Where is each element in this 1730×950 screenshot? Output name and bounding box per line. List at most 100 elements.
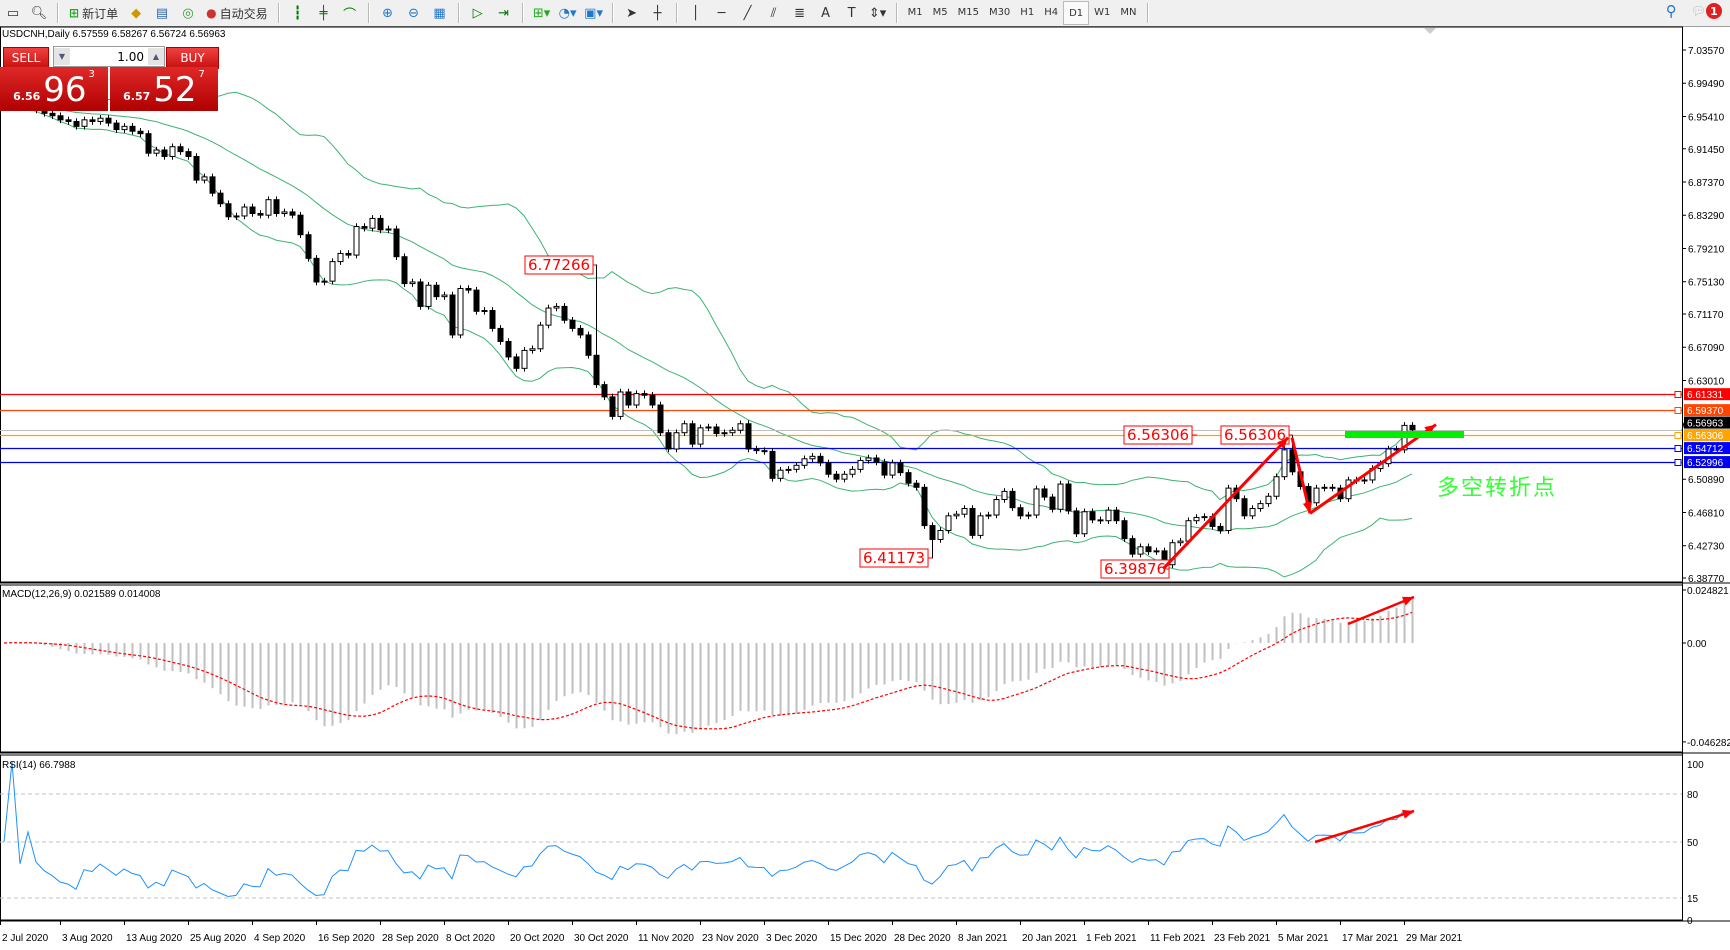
notifications-button[interactable]: 💬︎ 1 — [1691, 3, 1722, 19]
candle — [1169, 539, 1176, 568]
line-chart-icon[interactable]: ⌒ — [343, 7, 357, 23]
zoom-window-icon[interactable]: 🔍︎ — [30, 5, 48, 21]
timeframe-w1[interactable]: W1 — [1094, 6, 1111, 18]
bar-chart-icon[interactable]: ┇ — [293, 5, 302, 21]
lot-size-stepper[interactable]: ▼ 1.00 ▲ — [53, 46, 165, 67]
downtrend-arrow-head — [1302, 501, 1312, 514]
new-order-button[interactable]: ⊞ 新订单 — [66, 2, 121, 24]
candle-body — [673, 432, 680, 450]
candle-body — [705, 426, 712, 429]
lot-size-input[interactable]: 1.00 — [117, 49, 144, 64]
candle-body — [353, 226, 360, 256]
candle-body — [873, 457, 880, 463]
channel-icon[interactable]: ⫽ — [770, 5, 777, 21]
cursor-icon[interactable]: ➤ — [626, 5, 638, 21]
candle-body — [1241, 498, 1248, 517]
toolbar-separator — [277, 3, 280, 23]
candle — [625, 388, 632, 409]
indicators-icon[interactable]: ⊞▾ — [532, 5, 551, 21]
navigator-icon[interactable]: ▤ — [155, 5, 169, 21]
candle-body — [1001, 490, 1008, 501]
sell-price-button[interactable]: 6.56 96 3 — [0, 67, 108, 111]
periodicity-icon[interactable]: ◔▾ — [558, 5, 577, 21]
candle-body — [769, 450, 776, 479]
candle-body — [497, 327, 504, 342]
uptrend-arrow-head — [1276, 437, 1288, 449]
candle — [985, 511, 992, 520]
candle-body — [329, 261, 336, 282]
toolbar-separator — [367, 3, 370, 23]
candle-body — [993, 499, 1000, 516]
candle-body — [81, 119, 88, 127]
candle — [201, 173, 208, 184]
timeframe-m15[interactable]: M15 — [957, 6, 979, 18]
auto-trading-button[interactable]: ● 自动交易 — [203, 2, 271, 24]
candle — [921, 484, 928, 529]
date-tick-label: 3 Dec 2020 — [766, 933, 818, 944]
timeframe-h1[interactable]: H1 — [1020, 6, 1035, 18]
new-chart-icon[interactable]: ▭ — [6, 5, 20, 21]
tile-windows-icon[interactable]: ▦ — [433, 5, 446, 21]
candle — [209, 173, 216, 197]
candle — [1321, 484, 1328, 492]
level-line-handle — [1674, 459, 1682, 466]
new-order-label: 新订单 — [82, 6, 119, 21]
timeframe-mn[interactable]: MN — [1120, 6, 1137, 18]
auto-scroll-icon[interactable]: ▷ — [472, 5, 483, 21]
candle-body — [417, 281, 424, 307]
candlestick-icon[interactable]: ╪ — [319, 5, 328, 21]
candle-body — [321, 280, 328, 283]
timeframe-d1[interactable]: D1 — [1063, 1, 1090, 25]
lot-decrease-icon[interactable]: ▼ — [54, 48, 70, 65]
trendline-icon[interactable]: ╱ — [743, 5, 752, 21]
sell-button[interactable]: SELL — [3, 47, 49, 69]
buy-price-button[interactable]: 6.57 52 7 — [110, 67, 218, 111]
vertical-line-icon[interactable]: │ — [691, 5, 700, 21]
candle — [57, 112, 64, 124]
date-tick-label: 5 Mar 2021 — [1278, 933, 1329, 944]
timeframe-m30[interactable]: M30 — [988, 6, 1011, 18]
candle-body — [89, 119, 96, 122]
candle — [1153, 547, 1160, 555]
crosshair-icon[interactable]: ┼ — [653, 5, 662, 21]
zoom-out-icon[interactable]: ⊖ — [408, 5, 420, 21]
search-icon[interactable]: ⚲ — [1665, 2, 1677, 20]
lot-increase-icon[interactable]: ▲ — [148, 48, 164, 65]
date-tick-label: 1 Feb 2021 — [1086, 933, 1137, 944]
toolbar: ▭ 🔍︎ ⊞ 新订单 ◆ ▤ ◎ ● 自动交易 ┇ ╪ ⌒ ⊕ ⊖ ▦ ▷ ⇥ ⊞▾… — [0, 0, 1730, 27]
candle-body — [689, 423, 696, 445]
timeframe-m5[interactable]: M5 — [932, 6, 948, 18]
timeframe-m1[interactable]: M1 — [907, 6, 923, 18]
candle-body — [665, 432, 672, 450]
sell-price-prefix: 6.56 — [13, 90, 41, 103]
signals-icon[interactable]: ◎ — [182, 5, 194, 21]
text-label-icon[interactable]: T — [847, 5, 856, 21]
price-axis-tag — [1684, 456, 1730, 469]
price-tick-label: 6.63010 — [1688, 376, 1725, 387]
timeframe-h4[interactable]: H4 — [1044, 6, 1059, 18]
chart-shift-icon[interactable]: ⇥ — [498, 5, 510, 21]
zoom-in-icon[interactable]: ⊕ — [382, 5, 394, 21]
candle — [865, 454, 872, 464]
candle-body — [913, 482, 920, 488]
buy-button[interactable]: BUY — [166, 47, 219, 69]
arrows-icon[interactable]: ⇕▾ — [868, 5, 887, 21]
candle — [457, 285, 464, 339]
candle — [593, 264, 600, 388]
level-line-handle — [1674, 391, 1682, 398]
chart-shift-marker — [1424, 28, 1436, 34]
horizontal-line-icon[interactable]: ─ — [717, 5, 726, 21]
date-tick-label: 25 Aug 2020 — [190, 933, 247, 944]
market-watch-icon[interactable]: ◆ — [131, 5, 142, 21]
price-axis-tag-label: 6.56963 — [1687, 419, 1724, 430]
date-tick-label: 8 Oct 2020 — [446, 933, 495, 944]
candle — [641, 390, 648, 399]
templates-icon[interactable]: ▣▾ — [584, 5, 603, 21]
candle — [889, 459, 896, 479]
candle — [1033, 485, 1040, 519]
text-icon[interactable]: A — [821, 5, 831, 21]
candle-body — [1329, 486, 1336, 489]
one-click-trading-panel: SELL ▼ 1.00 ▲ BUY 6.56 96 3 6.57 52 7 — [0, 45, 219, 111]
fibonacci-icon[interactable]: ≣ — [794, 5, 806, 21]
